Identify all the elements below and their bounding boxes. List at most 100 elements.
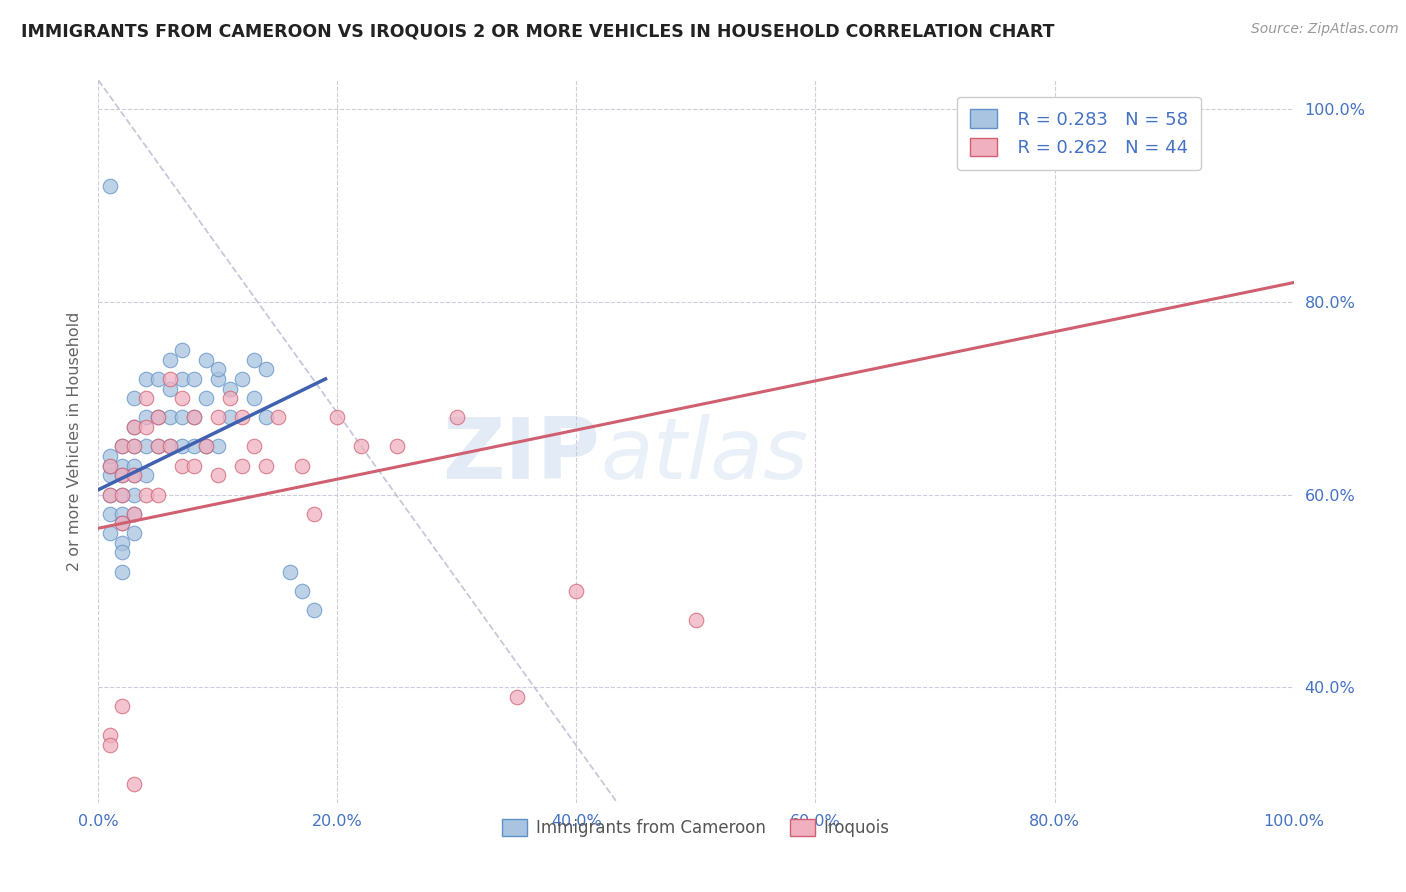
Point (219, 391, 242, 405)
Point (98, 728, 122, 742)
Point (207, 372, 229, 386)
Point (98, 449, 122, 463)
Text: atlas: atlas (600, 415, 808, 498)
Point (111, 699, 134, 714)
Point (135, 391, 157, 405)
Point (148, 410, 170, 425)
Point (159, 439, 181, 453)
Point (350, 439, 373, 453)
Point (124, 458, 146, 473)
Point (124, 420, 146, 434)
Point (111, 535, 134, 549)
Point (159, 382, 181, 396)
Point (302, 507, 325, 521)
Point (183, 410, 205, 425)
Point (124, 507, 146, 521)
Point (111, 458, 134, 473)
Point (207, 362, 229, 376)
Point (446, 410, 468, 425)
Point (111, 439, 134, 453)
Point (111, 507, 134, 521)
Point (195, 391, 218, 405)
Point (172, 343, 194, 357)
Point (98, 458, 122, 473)
Point (111, 487, 134, 501)
Point (98, 179, 122, 194)
Point (159, 439, 181, 453)
Point (172, 439, 194, 453)
Point (207, 468, 229, 483)
Point (124, 439, 146, 453)
Point (135, 439, 157, 453)
Point (159, 410, 181, 425)
Point (135, 420, 157, 434)
Point (195, 352, 218, 367)
Point (326, 410, 349, 425)
Point (219, 410, 242, 425)
Point (98, 487, 122, 501)
Point (291, 583, 314, 598)
Point (183, 410, 205, 425)
Legend: Immigrants from Cameroon, Iroquois: Immigrants from Cameroon, Iroquois (491, 807, 901, 848)
Point (207, 439, 229, 453)
Point (111, 439, 134, 453)
Point (183, 439, 205, 453)
Point (291, 458, 314, 473)
Point (183, 372, 205, 386)
Point (111, 516, 134, 531)
Point (172, 458, 194, 473)
Point (254, 458, 277, 473)
Point (172, 391, 194, 405)
Text: ZIP: ZIP (443, 415, 600, 498)
Point (231, 458, 253, 473)
Point (243, 352, 266, 367)
Point (172, 410, 194, 425)
Point (124, 526, 146, 541)
Point (148, 487, 170, 501)
Point (195, 439, 218, 453)
Point (98, 507, 122, 521)
Point (231, 372, 253, 386)
Point (506, 690, 529, 704)
Point (148, 439, 170, 453)
Point (124, 391, 146, 405)
Point (267, 410, 290, 425)
Point (124, 420, 146, 434)
Point (231, 410, 253, 425)
Point (111, 468, 134, 483)
Point (98, 468, 122, 483)
Point (111, 516, 134, 531)
Point (124, 507, 146, 521)
Point (111, 468, 134, 483)
Point (172, 372, 194, 386)
Point (243, 439, 266, 453)
Point (302, 603, 325, 617)
Point (278, 565, 301, 579)
Point (148, 439, 170, 453)
Point (98, 526, 122, 541)
Point (254, 362, 277, 376)
Point (98, 458, 122, 473)
Point (124, 439, 146, 453)
Point (219, 382, 242, 396)
Point (195, 439, 218, 453)
Point (148, 410, 170, 425)
Point (135, 410, 157, 425)
Y-axis label: 2 or more Vehicles in Household: 2 or more Vehicles in Household (66, 312, 82, 571)
Point (385, 439, 409, 453)
Point (124, 487, 146, 501)
Point (98, 487, 122, 501)
Point (159, 352, 181, 367)
Point (159, 372, 181, 386)
Point (111, 565, 134, 579)
Point (135, 372, 157, 386)
Point (135, 487, 157, 501)
Text: IMMIGRANTS FROM CAMEROON VS IROQUOIS 2 OR MORE VEHICLES IN HOUSEHOLD CORRELATION: IMMIGRANTS FROM CAMEROON VS IROQUOIS 2 O… (21, 22, 1054, 40)
Point (243, 391, 266, 405)
Point (685, 613, 707, 627)
Point (124, 468, 146, 483)
Point (124, 776, 146, 790)
Point (148, 372, 170, 386)
Point (254, 410, 277, 425)
Point (565, 583, 588, 598)
